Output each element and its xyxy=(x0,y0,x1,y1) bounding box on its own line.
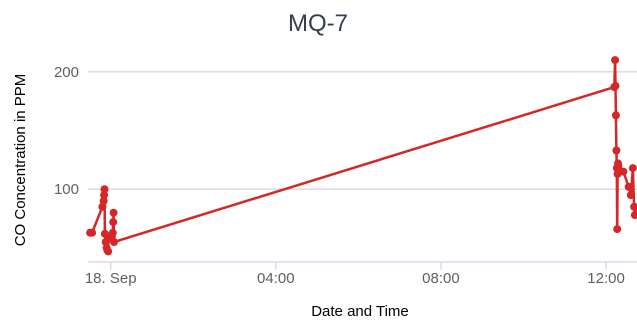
x-axis-ticks: 18. Sep 04:00 08:00 12:00 xyxy=(85,262,625,287)
data-point[interactable] xyxy=(633,208,637,217)
y-axis-label: CO Concentration in PPM xyxy=(12,74,29,247)
data-point[interactable] xyxy=(108,228,117,237)
data-point[interactable] xyxy=(619,167,628,176)
data-point[interactable] xyxy=(109,208,118,217)
data-point[interactable] xyxy=(109,218,118,227)
data-point[interactable] xyxy=(100,191,109,200)
data-point[interactable] xyxy=(110,238,118,246)
data-point[interactable] xyxy=(104,247,113,256)
gridlines xyxy=(88,71,637,190)
x-tick-label: 08:00 xyxy=(422,270,460,287)
x-tick-label: 18. Sep xyxy=(85,270,137,287)
series-line xyxy=(90,58,637,253)
data-point[interactable] xyxy=(99,197,108,205)
x-tick-label: 12:00 xyxy=(587,270,625,287)
chart-title: MQ-7 xyxy=(288,10,348,37)
data-point[interactable] xyxy=(612,146,621,155)
data-point[interactable] xyxy=(613,225,622,234)
data-point[interactable] xyxy=(88,228,97,237)
y-axis-ticks: 100 200 xyxy=(54,64,79,198)
series-layer xyxy=(86,56,637,256)
data-point[interactable] xyxy=(100,185,109,194)
y-tick-label: 100 xyxy=(54,181,79,198)
data-point[interactable] xyxy=(628,164,637,173)
x-tick-label: 04:00 xyxy=(257,270,295,287)
y-tick-label: 200 xyxy=(54,64,79,81)
data-point[interactable] xyxy=(611,56,620,65)
data-point[interactable] xyxy=(614,161,623,170)
data-point[interactable] xyxy=(630,202,637,211)
data-point[interactable] xyxy=(611,111,620,120)
x-axis-label: Date and Time xyxy=(311,303,409,320)
data-point[interactable] xyxy=(611,81,620,90)
data-point[interactable] xyxy=(626,191,635,200)
data-point[interactable] xyxy=(624,182,633,191)
